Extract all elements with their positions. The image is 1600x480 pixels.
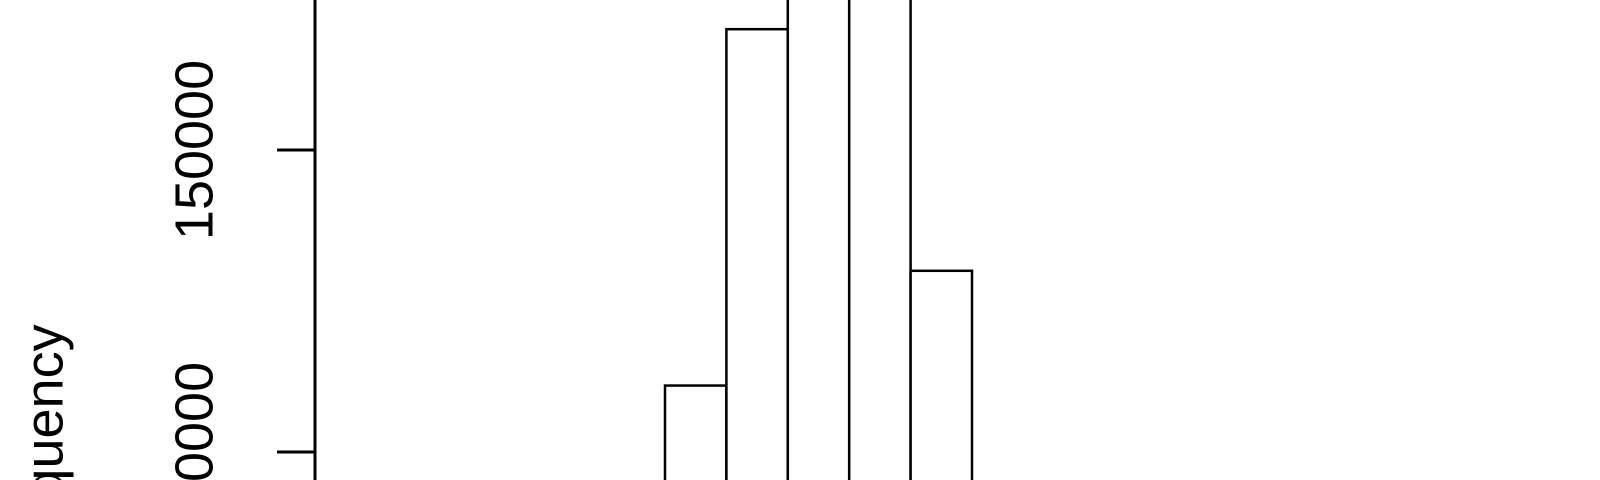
y-axis-label: Frequency bbox=[14, 324, 74, 480]
bar bbox=[663, 384, 728, 480]
y-tick-label: 100000 bbox=[164, 362, 224, 480]
bar bbox=[847, 0, 912, 480]
bar bbox=[725, 27, 790, 480]
bar bbox=[909, 269, 974, 480]
bar bbox=[786, 0, 851, 480]
y-tick-label: 150000 bbox=[164, 60, 224, 240]
